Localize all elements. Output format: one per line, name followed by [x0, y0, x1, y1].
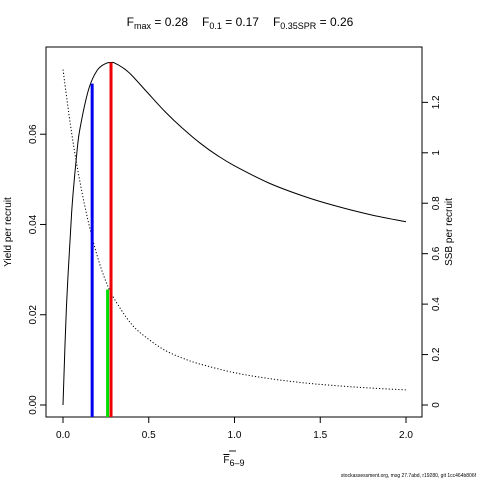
title-fspr-sym: F — [273, 15, 280, 29]
title-fmax-sub: max — [134, 21, 152, 31]
x-tick-label: 2.0 — [399, 430, 413, 441]
y-right-tick-label: 1.2 — [431, 95, 442, 109]
x-tick-label: 0.0 — [56, 430, 70, 441]
y-right-tick-label: 0.2 — [431, 347, 442, 361]
y-right-tick-label: 0 — [431, 402, 442, 408]
x-axis-label-base: F — [223, 455, 229, 466]
x-tick-label: 1.0 — [228, 430, 242, 441]
x-tick-label: 1.5 — [313, 430, 327, 441]
y-right-tick-label: 1 — [431, 150, 442, 156]
y-right-tick-label: 0.4 — [431, 297, 442, 311]
reference-lines — [90, 62, 113, 417]
x-tick-label: 0.5 — [142, 430, 156, 441]
y-left-tick-label: 0.02 — [28, 305, 39, 325]
x-axis: 0.0 0.5 1.0 1.5 2.0 — [56, 417, 413, 441]
title-f01-sub: 0.1 — [209, 21, 222, 31]
title-f01-eq: = 0.17 — [222, 15, 259, 29]
ssb-per-recruit-line — [62, 69, 407, 391]
x-axis-label-sub: 6–9 — [230, 458, 245, 468]
title-f01-sym: F — [202, 15, 209, 29]
y-left-tick-label: 0.06 — [28, 124, 39, 144]
title-fspr-sub: 0.35SPR — [280, 21, 317, 31]
footer-text: stockassessment.org, msg 27.7abd, r19280… — [341, 473, 477, 479]
y-right-tick-label: 0.6 — [431, 246, 442, 260]
title-fmax-sym: F — [127, 15, 134, 29]
x-axis-label: F6–9 — [223, 455, 244, 468]
y-right-tick-label: 0.8 — [431, 196, 442, 210]
chart-title: Fmax = 0.28 F0.1 = 0.17 F0.35SPR = 0.26 — [127, 15, 354, 31]
plot-frame — [45, 46, 423, 418]
y-axis-left: 0.00 0.02 0.04 0.06 — [28, 124, 46, 415]
y-axis-right-label: SSB per recruit — [444, 198, 455, 266]
y-axis-right: 0 0.2 0.4 0.6 0.8 1 1.2 — [422, 95, 442, 408]
title-fspr-eq: = 0.26 — [316, 15, 353, 29]
y-left-tick-label: 0.04 — [28, 214, 39, 234]
series-group — [62, 61, 407, 406]
title-fmax-eq: = 0.28 — [151, 15, 188, 29]
yield-per-recruit-line — [62, 61, 407, 406]
y-left-tick-label: 0.00 — [28, 395, 39, 415]
y-axis-left-label: Yield per recruit — [3, 197, 14, 267]
